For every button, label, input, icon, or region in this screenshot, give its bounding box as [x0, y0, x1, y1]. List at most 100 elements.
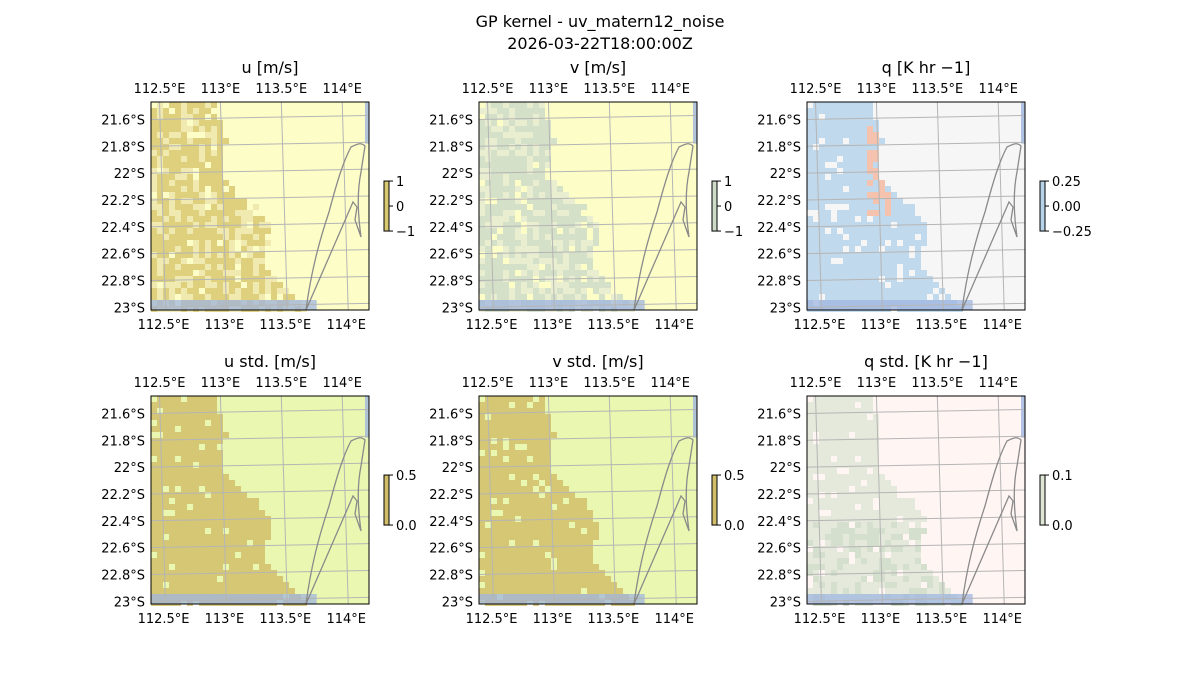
field-cell — [867, 132, 873, 138]
field-cell — [915, 282, 921, 288]
lon-tick-label-top: 112.5°E — [462, 82, 514, 97]
field-cell — [175, 174, 181, 180]
field-cell — [837, 120, 843, 126]
field-cell — [509, 114, 515, 120]
field-cell — [521, 474, 527, 480]
field-cell — [873, 558, 879, 564]
field-cell — [503, 564, 509, 570]
field-cell — [491, 138, 497, 144]
field-cell — [199, 108, 205, 114]
field-cell — [539, 234, 545, 240]
field-cell — [169, 198, 175, 204]
field-cell — [545, 132, 551, 138]
field-cell — [199, 522, 205, 528]
field-cell — [831, 288, 837, 294]
field-cell — [485, 444, 491, 450]
field-cell — [485, 462, 491, 468]
field-cell — [551, 540, 557, 546]
field-cell — [205, 444, 211, 450]
field-cell — [521, 276, 527, 282]
field-cell — [193, 216, 199, 222]
field-cell — [563, 210, 569, 216]
field-cell — [211, 174, 217, 180]
field-cell — [545, 534, 551, 540]
field-cell — [521, 588, 527, 594]
field-cell — [885, 270, 891, 276]
field-cell — [831, 522, 837, 528]
field-cell — [807, 246, 813, 252]
field-cell — [533, 588, 539, 594]
field-cell — [187, 234, 193, 240]
field-cell — [515, 588, 521, 594]
field-cell — [175, 138, 181, 144]
field-cell — [193, 246, 199, 252]
field-cell — [521, 486, 527, 492]
field-cell — [211, 168, 217, 174]
field-cell — [849, 540, 855, 546]
field-cell — [551, 180, 557, 186]
field-cell — [867, 186, 873, 192]
field-cell — [509, 270, 515, 276]
gridline-lat — [806, 141, 1026, 147]
field-cell — [569, 528, 575, 534]
field-cell — [897, 588, 903, 594]
field-cell — [825, 528, 831, 534]
field-cell — [581, 540, 587, 546]
field-cell — [211, 414, 217, 420]
field-cell — [837, 414, 843, 420]
field-cell — [813, 522, 819, 528]
field-cell — [921, 234, 927, 240]
field-cell — [253, 504, 259, 510]
field-cell — [163, 444, 169, 450]
field-cell — [915, 558, 921, 564]
field-cell — [199, 228, 205, 234]
field-cell — [527, 216, 533, 222]
field-cell — [241, 510, 247, 516]
field-cell — [485, 228, 491, 234]
field-cell — [187, 192, 193, 198]
field-cell — [837, 540, 843, 546]
field-cell — [485, 456, 491, 462]
field-cell — [479, 132, 485, 138]
field-cell — [933, 576, 939, 582]
field-cell — [241, 198, 247, 204]
field-cell — [849, 576, 855, 582]
field-cell — [229, 204, 235, 210]
field-cell — [539, 108, 545, 114]
field-cell — [843, 216, 849, 222]
field-cell — [819, 264, 825, 270]
field-cell — [205, 210, 211, 216]
field-cell — [211, 156, 217, 162]
field-cell — [855, 258, 861, 264]
field-cell — [259, 246, 265, 252]
field-cell — [563, 546, 569, 552]
field-cell — [247, 258, 253, 264]
field-cell — [497, 468, 503, 474]
field-cell — [169, 546, 175, 552]
panel-title: u std. [m/s] — [224, 352, 316, 371]
colorbar-tick-label: 0.0 — [724, 519, 745, 534]
field-cell — [527, 240, 533, 246]
field-cell — [563, 294, 569, 300]
lat-tick-label: 21.6°S — [101, 113, 145, 128]
field-cell — [479, 210, 485, 216]
field-cell — [515, 576, 521, 582]
field-cell — [491, 414, 497, 420]
field-cell — [515, 168, 521, 174]
field-cell — [879, 198, 885, 204]
field-cell — [843, 198, 849, 204]
field-cell — [545, 270, 551, 276]
field-cell — [151, 198, 157, 204]
field-cell — [229, 486, 235, 492]
field-cell — [515, 222, 521, 228]
field-cell — [557, 564, 563, 570]
field-cell — [819, 486, 825, 492]
field-cell — [485, 168, 491, 174]
field-cell — [497, 108, 503, 114]
field-cell — [903, 288, 909, 294]
field-cell — [217, 282, 223, 288]
field-cell — [509, 522, 515, 528]
field-cell — [151, 246, 157, 252]
field-cell — [891, 540, 897, 546]
field-cell — [533, 126, 539, 132]
